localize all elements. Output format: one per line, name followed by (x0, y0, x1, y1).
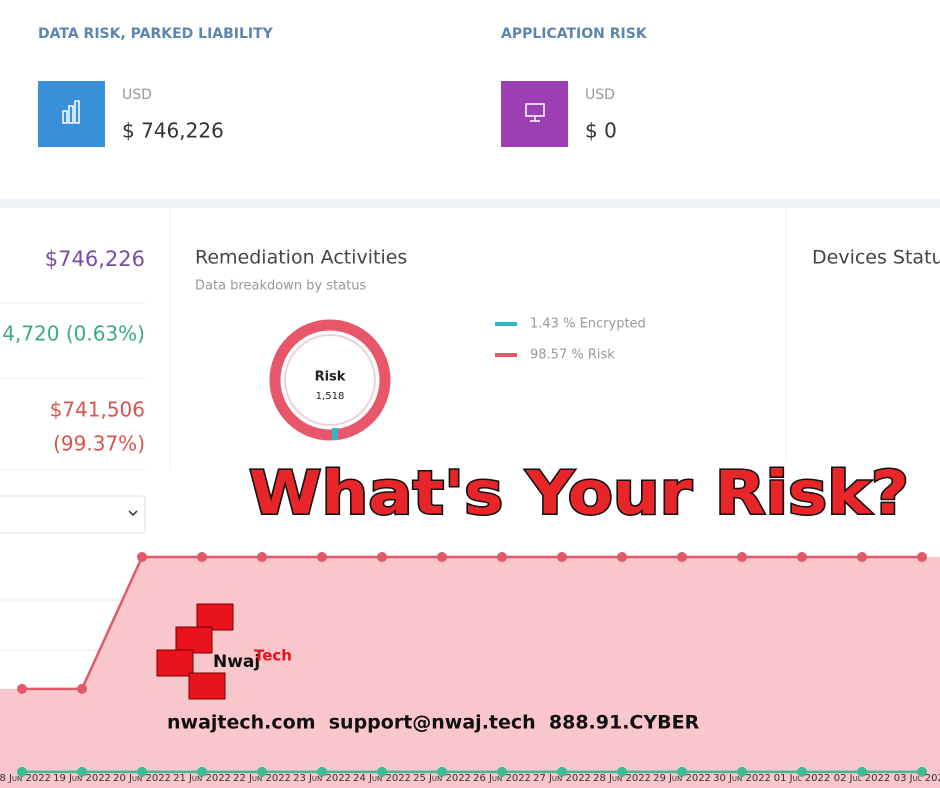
panel-subtitle: Data breakdown by status (195, 279, 366, 294)
point (677, 766, 687, 777)
brand: Nwaj (213, 652, 260, 672)
x-tick-label: 28 Jun 2022 (593, 773, 651, 784)
area (0, 556, 940, 788)
donut-hole (284, 334, 376, 426)
x-tick-label: 25 Jun 2022 (413, 773, 471, 784)
risk-pct: (99.37%) (53, 432, 145, 456)
point (137, 551, 147, 562)
point (797, 551, 807, 562)
line (22, 555, 922, 691)
x-tick-label: 22 Jun 2022 (233, 773, 291, 784)
point (257, 551, 267, 562)
point (617, 766, 627, 777)
monitor-icon (525, 103, 545, 122)
point (317, 766, 327, 777)
headline: What's Your Risk? (249, 459, 909, 529)
x-tick-label: 03 Jul 2022 (894, 773, 940, 784)
x-tick-label: 27 Jun 2022 (533, 773, 591, 784)
x-tick-label: 19 Jun 2022 (53, 773, 111, 784)
point (797, 766, 807, 777)
donut-ring (269, 319, 391, 441)
point (77, 766, 87, 777)
point (197, 551, 207, 562)
point (497, 551, 507, 562)
point (737, 551, 747, 562)
point (437, 766, 447, 777)
logo-cubes (156, 603, 234, 700)
point (857, 551, 867, 562)
encrypted: 4,720 (0.63%) (2, 322, 145, 346)
x-tick-label: 01 Jul 2022 (774, 773, 831, 784)
point (17, 766, 27, 777)
card-currency: USD (122, 87, 152, 103)
risk: $741,506 (50, 398, 145, 422)
brand-suffix: Tech (254, 647, 292, 665)
card-icon (501, 81, 568, 147)
x-tick-label: 23 Jun 2022 (293, 773, 351, 784)
donut-value: 1,518 (316, 391, 345, 402)
point (617, 551, 627, 562)
point (317, 551, 327, 562)
point (437, 551, 447, 562)
point (197, 766, 207, 777)
total: $746,226 (45, 247, 145, 271)
point (557, 766, 567, 777)
card-icon (38, 81, 105, 147)
x-tick-label: 24 Jun 2022 (353, 773, 411, 784)
x-tick-label: 21 Jun 2022 (173, 773, 231, 784)
point (737, 766, 747, 777)
point (497, 766, 507, 777)
card-amount: $ 746,226 (122, 119, 224, 143)
legend-label: 1.43 % Encrypted (530, 317, 646, 332)
x-tick-label: 18 Jun 2022 (0, 773, 51, 784)
contact: nwajtech.com support@nwaj.tech 888.91.CY… (167, 712, 700, 734)
headline-halo: What's Your Risk? (249, 459, 909, 529)
donut-label: Risk (315, 370, 346, 385)
point (257, 766, 267, 777)
chart-icon (62, 100, 80, 124)
x-tick-label: 20 Jun 2022 (113, 773, 171, 784)
point (377, 551, 387, 562)
point (377, 766, 387, 777)
point (917, 551, 927, 562)
point (17, 683, 27, 694)
point (77, 683, 87, 694)
point (137, 766, 147, 777)
point (557, 551, 567, 562)
point (857, 766, 867, 777)
point (677, 551, 687, 562)
point (917, 766, 927, 777)
x-tick-label: 26 Jun 2022 (473, 773, 531, 784)
select[interactable] (0, 495, 146, 534)
x-tick-label: 30 Jun 2022 (713, 773, 771, 784)
card-title: APPLICATION RISK (501, 26, 648, 42)
x-tick-label: 29 Jun 2022 (653, 773, 711, 784)
legend-label: 98.57 % Risk (530, 348, 615, 363)
card-currency: USD (585, 87, 615, 103)
card-amount: $ 0 (585, 119, 617, 143)
donut-segment (332, 428, 338, 440)
panel-title: Devices Status (812, 247, 940, 269)
card-title: DATA RISK, PARKED LIABILITY (38, 26, 274, 42)
chevron (128, 510, 138, 517)
panel-title: Remediation Activities (195, 247, 407, 269)
x-tick-label: 02 Jul 2022 (834, 773, 891, 784)
separator (0, 199, 940, 208)
